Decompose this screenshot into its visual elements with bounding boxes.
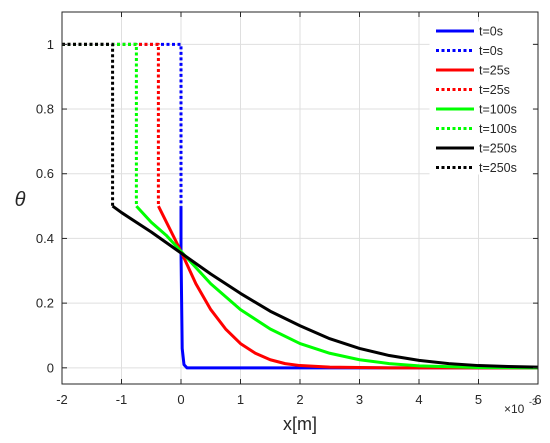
x-tick-label: -2 (56, 392, 68, 407)
axis-ticks: -2 -1 0 1 2 3 4 5 6 0 0.2 0.4 0.6 0.8 1 (36, 12, 542, 407)
y-axis-label: θ (15, 189, 26, 211)
y-tick-label: 0 (47, 360, 54, 375)
x-tick-label: 2 (296, 392, 303, 407)
x-tick-label: 3 (356, 392, 363, 407)
x-tick-label: 1 (237, 392, 244, 407)
x-tick-label: 0 (177, 392, 184, 407)
y-tick-label: 0.8 (36, 102, 54, 117)
legend-label: t=0s (479, 44, 503, 58)
legend-label: t=100s (479, 103, 517, 117)
y-tick-label: 1 (47, 37, 54, 52)
legend-label: t=250s (479, 142, 517, 156)
y-tick-label: 0.6 (36, 166, 54, 181)
series-line-t-25s-dotted (62, 42, 160, 207)
series-line-t-100s-solid (135, 205, 539, 370)
x-exponent: ×10 -3 (504, 397, 537, 416)
legend-label: t=250s (479, 161, 517, 175)
x-tick-label: -1 (116, 392, 128, 407)
series-line-t-250s-solid (111, 204, 539, 369)
legend-label: t=25s (479, 83, 510, 97)
x-tick-label: 5 (475, 392, 482, 407)
legend-label: t=0s (479, 25, 503, 39)
x-tick-label: 4 (415, 392, 422, 407)
x-axis-label: x[m] (283, 414, 317, 434)
x-exponent-base: ×10 (504, 402, 525, 416)
legend-label: t=100s (479, 122, 517, 136)
series-line-t-250s-dotted (62, 42, 115, 207)
y-tick-label: 0.4 (36, 231, 54, 246)
y-tick-label: 0.2 (36, 296, 54, 311)
series-layer (62, 42, 539, 370)
legend-label: t=25s (479, 64, 510, 78)
legend: t=0s t=0s t=25s t=25s t=100s t=100s t=250s t=25… (429, 21, 533, 175)
x-exponent-power: -3 (529, 397, 537, 407)
grid (61, 12, 539, 384)
x-tick-label: 6 (534, 392, 541, 407)
series-line-t-25s-solid (157, 205, 538, 370)
